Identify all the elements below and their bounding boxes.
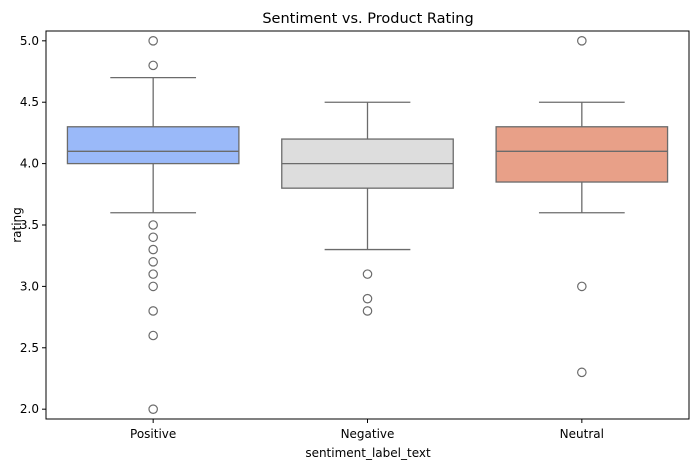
outlier-point-neutral xyxy=(577,281,587,292)
outlier-point-positive xyxy=(148,244,158,255)
x-axis-label: sentiment_label_text xyxy=(305,446,431,460)
y-tick-label: 2.5 xyxy=(20,341,39,355)
y-axis-label: rating xyxy=(10,207,24,243)
y-tick-label: 3.0 xyxy=(20,279,39,293)
outlier-point-positive xyxy=(148,60,158,71)
y-tick-label: 4.5 xyxy=(20,95,39,109)
x-tick-label: Negative xyxy=(341,427,395,441)
outlier-point-negative xyxy=(362,269,373,279)
outlier-point-positive xyxy=(148,257,158,267)
x-tick-label: Neutral xyxy=(560,427,604,441)
outlier-point-positive xyxy=(148,281,158,292)
y-tick-label: 5.0 xyxy=(20,34,39,48)
y-tick-label: 4.0 xyxy=(20,157,39,171)
outlier-point-neutral xyxy=(577,36,587,46)
outlier-point-neutral xyxy=(577,367,587,378)
outlier-point-positive xyxy=(148,404,158,414)
outlier-point-positive xyxy=(148,36,158,46)
outlier-point-positive xyxy=(148,232,158,243)
y-tick-label: 3.5 xyxy=(20,218,39,232)
outlier-point-positive xyxy=(148,306,158,316)
box-neutral xyxy=(495,126,669,183)
outlier-point-negative xyxy=(362,293,373,304)
outlier-point-positive xyxy=(148,220,158,230)
outlier-point-positive xyxy=(148,330,158,341)
box-positive xyxy=(66,126,240,165)
plot-area: 2.0 2.5 3.0 3.5 4.0 4.5 5.0 Positive Negative Neu… xyxy=(20,34,669,441)
y-tick-label: 2.0 xyxy=(20,402,39,416)
outlier-point-negative xyxy=(362,306,373,316)
outlier-point-positive xyxy=(148,269,158,279)
x-tick-label: Positive xyxy=(130,427,176,441)
plot-frame xyxy=(45,30,690,420)
chart-title: Sentiment vs. Product Rating xyxy=(262,11,473,27)
